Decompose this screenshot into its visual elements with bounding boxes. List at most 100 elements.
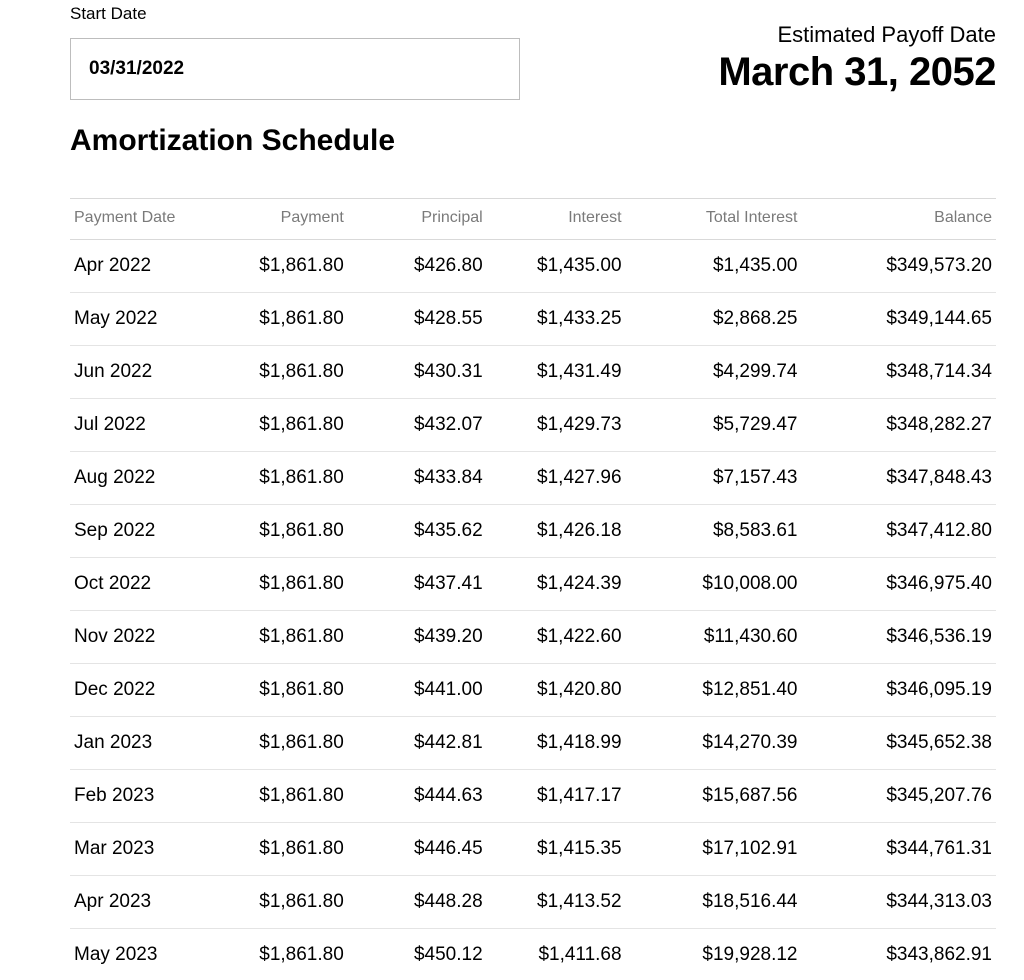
- table-header: Payment Date Payment Principal Interest …: [70, 199, 996, 240]
- cell-total-interest: $10,008.00: [626, 558, 802, 611]
- col-header-date: Payment Date: [70, 199, 218, 240]
- cell-total-interest: $5,729.47: [626, 399, 802, 452]
- start-date-input[interactable]: 03/31/2022: [70, 38, 520, 100]
- cell-date: Feb 2023: [70, 770, 218, 823]
- cell-interest: $1,417.17: [487, 770, 626, 823]
- cell-total-interest: $4,299.74: [626, 346, 802, 399]
- amortization-table: Payment Date Payment Principal Interest …: [70, 198, 996, 980]
- col-header-interest: Interest: [487, 199, 626, 240]
- cell-total-interest: $17,102.91: [626, 823, 802, 876]
- cell-interest: $1,418.99: [487, 717, 626, 770]
- table-row: Jun 2022$1,861.80$430.31$1,431.49$4,299.…: [70, 346, 996, 399]
- cell-total-interest: $15,687.56: [626, 770, 802, 823]
- cell-balance: $347,412.80: [802, 505, 997, 558]
- cell-date: Mar 2023: [70, 823, 218, 876]
- table-header-row: Payment Date Payment Principal Interest …: [70, 199, 996, 240]
- cell-principal: $448.28: [348, 876, 487, 929]
- cell-date: Jul 2022: [70, 399, 218, 452]
- cell-date: Sep 2022: [70, 505, 218, 558]
- cell-interest: $1,411.68: [487, 929, 626, 980]
- table-row: Nov 2022$1,861.80$439.20$1,422.60$11,430…: [70, 611, 996, 664]
- col-header-balance: Balance: [802, 199, 997, 240]
- cell-balance: $344,313.03: [802, 876, 997, 929]
- cell-date: May 2023: [70, 929, 218, 980]
- amortization-page: Start Date 03/31/2022 Estimated Payoff D…: [0, 0, 1024, 980]
- start-date-block: Start Date 03/31/2022: [70, 4, 520, 100]
- cell-principal: $446.45: [348, 823, 487, 876]
- cell-principal: $435.62: [348, 505, 487, 558]
- cell-interest: $1,429.73: [487, 399, 626, 452]
- table-row: Aug 2022$1,861.80$433.84$1,427.96$7,157.…: [70, 452, 996, 505]
- cell-date: Apr 2022: [70, 240, 218, 293]
- cell-total-interest: $14,270.39: [626, 717, 802, 770]
- cell-principal: $450.12: [348, 929, 487, 980]
- cell-principal: $426.80: [348, 240, 487, 293]
- table-row: Feb 2023$1,861.80$444.63$1,417.17$15,687…: [70, 770, 996, 823]
- cell-principal: $441.00: [348, 664, 487, 717]
- cell-payment: $1,861.80: [218, 876, 348, 929]
- cell-balance: $346,536.19: [802, 611, 997, 664]
- cell-interest: $1,427.96: [487, 452, 626, 505]
- cell-principal: $430.31: [348, 346, 487, 399]
- col-header-principal: Principal: [348, 199, 487, 240]
- cell-payment: $1,861.80: [218, 770, 348, 823]
- cell-payment: $1,861.80: [218, 399, 348, 452]
- cell-total-interest: $12,851.40: [626, 664, 802, 717]
- cell-principal: $442.81: [348, 717, 487, 770]
- table-row: May 2022$1,861.80$428.55$1,433.25$2,868.…: [70, 293, 996, 346]
- cell-balance: $346,975.40: [802, 558, 997, 611]
- cell-interest: $1,415.35: [487, 823, 626, 876]
- cell-interest: $1,413.52: [487, 876, 626, 929]
- cell-balance: $349,144.65: [802, 293, 997, 346]
- cell-interest: $1,433.25: [487, 293, 626, 346]
- col-header-total-interest: Total Interest: [626, 199, 802, 240]
- cell-interest: $1,431.49: [487, 346, 626, 399]
- cell-payment: $1,861.80: [218, 611, 348, 664]
- payoff-label: Estimated Payoff Date: [718, 22, 996, 48]
- top-row: Start Date 03/31/2022 Estimated Payoff D…: [70, 0, 996, 100]
- cell-payment: $1,861.80: [218, 558, 348, 611]
- cell-balance: $343,862.91: [802, 929, 997, 980]
- cell-payment: $1,861.80: [218, 929, 348, 980]
- cell-interest: $1,422.60: [487, 611, 626, 664]
- cell-principal: $439.20: [348, 611, 487, 664]
- cell-payment: $1,861.80: [218, 505, 348, 558]
- cell-principal: $437.41: [348, 558, 487, 611]
- start-date-label: Start Date: [70, 4, 520, 24]
- cell-total-interest: $8,583.61: [626, 505, 802, 558]
- table-row: Jul 2022$1,861.80$432.07$1,429.73$5,729.…: [70, 399, 996, 452]
- table-row: Sep 2022$1,861.80$435.62$1,426.18$8,583.…: [70, 505, 996, 558]
- payoff-date-value: March 31, 2052: [718, 50, 996, 95]
- table-row: May 2023$1,861.80$450.12$1,411.68$19,928…: [70, 929, 996, 980]
- cell-date: Nov 2022: [70, 611, 218, 664]
- cell-balance: $349,573.20: [802, 240, 997, 293]
- cell-total-interest: $18,516.44: [626, 876, 802, 929]
- cell-payment: $1,861.80: [218, 240, 348, 293]
- cell-balance: $345,652.38: [802, 717, 997, 770]
- cell-total-interest: $7,157.43: [626, 452, 802, 505]
- cell-date: Apr 2023: [70, 876, 218, 929]
- cell-balance: $347,848.43: [802, 452, 997, 505]
- cell-total-interest: $1,435.00: [626, 240, 802, 293]
- table-row: Mar 2023$1,861.80$446.45$1,415.35$17,102…: [70, 823, 996, 876]
- cell-payment: $1,861.80: [218, 452, 348, 505]
- cell-principal: $428.55: [348, 293, 487, 346]
- cell-total-interest: $2,868.25: [626, 293, 802, 346]
- table-row: Jan 2023$1,861.80$442.81$1,418.99$14,270…: [70, 717, 996, 770]
- cell-date: Dec 2022: [70, 664, 218, 717]
- cell-total-interest: $19,928.12: [626, 929, 802, 980]
- cell-total-interest: $11,430.60: [626, 611, 802, 664]
- cell-principal: $432.07: [348, 399, 487, 452]
- cell-date: Oct 2022: [70, 558, 218, 611]
- cell-payment: $1,861.80: [218, 293, 348, 346]
- cell-interest: $1,424.39: [487, 558, 626, 611]
- cell-date: May 2022: [70, 293, 218, 346]
- cell-interest: $1,435.00: [487, 240, 626, 293]
- cell-payment: $1,861.80: [218, 717, 348, 770]
- cell-principal: $433.84: [348, 452, 487, 505]
- cell-interest: $1,420.80: [487, 664, 626, 717]
- schedule-title: Amortization Schedule: [70, 124, 996, 158]
- col-header-payment: Payment: [218, 199, 348, 240]
- cell-payment: $1,861.80: [218, 346, 348, 399]
- cell-date: Aug 2022: [70, 452, 218, 505]
